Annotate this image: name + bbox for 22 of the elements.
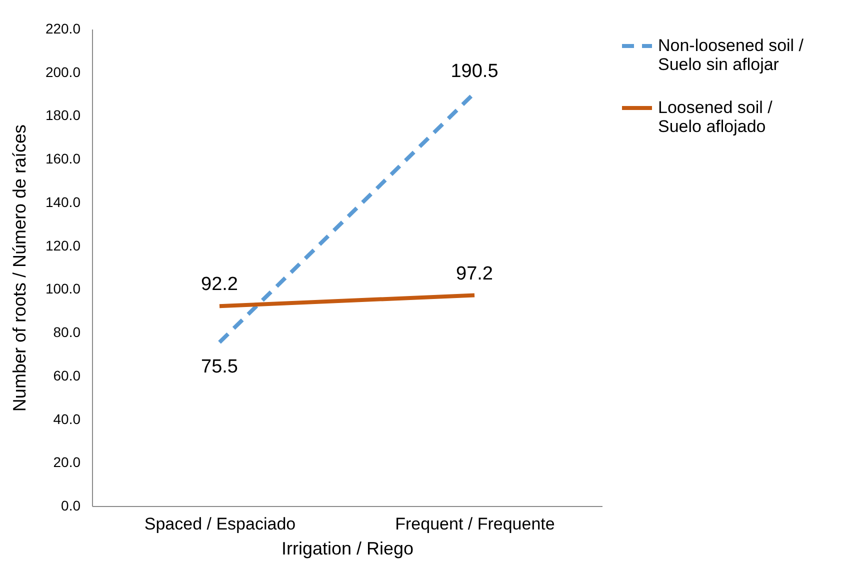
y-tick-label: 80.0 [53, 324, 81, 340]
data-label: 97.2 [456, 263, 493, 284]
y-tick-label: 120.0 [45, 237, 81, 254]
x-axis-title: Irrigation / Riego [281, 538, 414, 558]
y-tick-label: 0.0 [61, 498, 81, 514]
y-axis-title: Number of roots / Número de raíces [9, 124, 30, 412]
x-tick-label: Spaced / Espaciado [144, 514, 296, 534]
x-tick-label: Frequent / Frequente [395, 514, 555, 534]
y-tick-label: 60.0 [53, 367, 81, 384]
data-label: 75.5 [201, 356, 238, 378]
y-tick-label: 40.0 [53, 410, 81, 427]
y-tick-label: 220.0 [45, 20, 81, 36]
legend-label: Loosened soil / Suelo aflojado [658, 98, 773, 136]
y-tick-label: 160.0 [45, 150, 81, 167]
data-label: 92.2 [201, 274, 238, 296]
y-tick-label: 140.0 [45, 194, 81, 210]
legend-label: Non-loosened soil / Suelo sin aflojar [658, 36, 804, 74]
y-tick-label: 200.0 [45, 64, 81, 80]
y-tick-label: 20.0 [53, 454, 81, 470]
data-label: 190.5 [450, 60, 498, 82]
y-tick-label: 180.0 [45, 107, 81, 124]
y-tick-label: 100.0 [45, 280, 81, 297]
